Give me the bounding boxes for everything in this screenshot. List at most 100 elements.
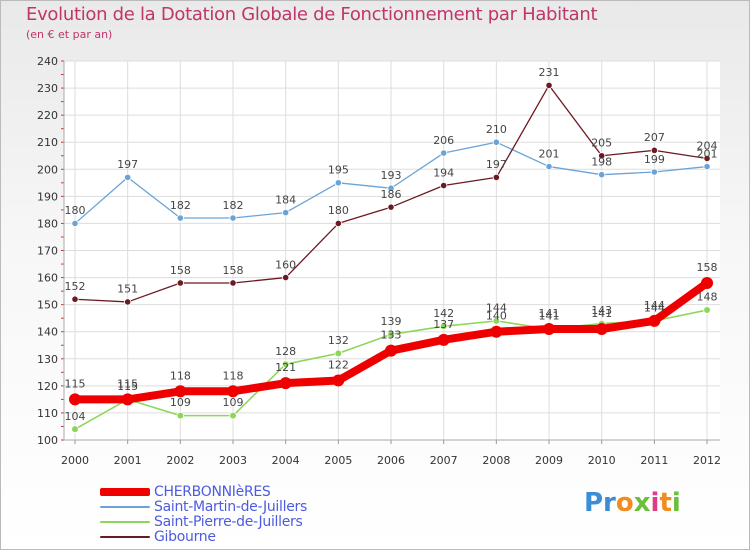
data-point-gibourne <box>71 295 79 303</box>
y-tick-label: 200 <box>37 163 58 176</box>
data-point-saint-martin-de-juillers <box>545 162 553 171</box>
data-label-saint-martin-de-juillers: 182 <box>223 199 244 212</box>
data-point-saint-pierre-de-juillers <box>176 411 185 420</box>
data-point-saint-martin-de-juillers <box>176 214 184 222</box>
x-tick-label: 2012 <box>693 454 721 467</box>
data-label-saint-martin-de-juillers: 197 <box>117 158 138 171</box>
data-point-saint-pierre-de-juillers <box>281 360 290 369</box>
data-label-gibourne: 186 <box>381 188 402 201</box>
data-label-saint-martin-de-juillers: 195 <box>328 164 349 177</box>
data-point-saint-martin-de-juillers <box>492 138 500 146</box>
data-point-cherbonni-res <box>227 385 240 398</box>
data-point-saint-martin-de-juillers <box>124 173 132 182</box>
x-tick-label: 2011 <box>640 454 668 467</box>
data-label-cherbonni-res: 137 <box>433 318 454 331</box>
x-tick-label: 2009 <box>535 454 563 467</box>
data-label-saint-martin-de-juillers: 199 <box>644 153 665 166</box>
x-tick-label: 2007 <box>430 454 458 467</box>
data-point-saint-martin-de-juillers <box>334 179 342 187</box>
data-label-saint-martin-de-juillers: 206 <box>433 134 454 147</box>
data-label-gibourne: 158 <box>223 264 244 277</box>
data-point-saint-martin-de-juillers <box>650 168 658 176</box>
data-point-gibourne <box>387 203 395 211</box>
data-point-saint-martin-de-juillers <box>598 171 606 179</box>
data-label-saint-pierre-de-juillers: 132 <box>328 334 349 347</box>
data-label-cherbonni-res: 118 <box>223 369 244 382</box>
data-label-gibourne: 158 <box>170 264 191 277</box>
x-tick-label: 2005 <box>324 454 352 467</box>
legend-item-saint-martin[interactable]: Saint-Martin-de-Juillers <box>100 498 307 515</box>
data-label-saint-pierre-de-juillers: 109 <box>170 396 191 409</box>
data-label-saint-martin-de-juillers: 180 <box>65 204 86 217</box>
data-label-gibourne: 151 <box>117 283 138 296</box>
data-label-cherbonni-res: 133 <box>381 329 402 342</box>
y-tick-label: 220 <box>37 109 58 122</box>
legend-label: Saint-Pierre-de-Juillers <box>154 513 303 530</box>
legend-item-saint-pierre[interactable]: Saint-Pierre-de-Juillers <box>100 513 307 530</box>
data-point-saint-pierre-de-juillers <box>387 330 395 339</box>
data-point-gibourne <box>598 152 606 160</box>
axis-layer: 100 110 120 130 140 150 160 170 180 190 200 210 220 2… <box>37 55 721 467</box>
data-point-saint-pierre-de-juillers <box>71 425 79 433</box>
data-point-saint-martin-de-juillers <box>229 214 237 222</box>
data-point-saint-martin-de-juillers <box>703 162 711 171</box>
y-tick-label: 140 <box>37 326 58 339</box>
legend-label: Saint-Martin-de-Juillers <box>154 498 307 515</box>
y-tick-label: 160 <box>37 272 58 285</box>
data-label-gibourne: 207 <box>644 131 665 144</box>
data-label-cherbonni-res: 144 <box>644 299 665 312</box>
data-label-cherbonni-res: 140 <box>486 310 507 323</box>
legend-label: Gibourne <box>154 528 216 545</box>
data-point-gibourne <box>334 219 342 228</box>
data-label-cherbonni-res: 141 <box>591 307 612 320</box>
data-label-saint-martin-de-juillers: 198 <box>591 156 612 169</box>
x-tick-label: 2001 <box>114 454 142 467</box>
data-point-saint-pierre-de-juillers <box>492 317 501 325</box>
y-tick-label: 170 <box>37 245 58 258</box>
data-point-gibourne <box>440 181 448 190</box>
legend-item-cherbonnieres[interactable]: CHERBONNIèRES <box>100 483 307 500</box>
data-point-cherbonni-res <box>701 276 714 289</box>
data-point-gibourne <box>650 146 658 154</box>
data-point-gibourne <box>492 173 500 182</box>
y-tick-label: 180 <box>37 217 58 230</box>
data-label-saint-pierre-de-juillers: 144 <box>486 301 507 314</box>
data-label-saint-martin-de-juillers: 210 <box>486 123 507 136</box>
legend-label: CHERBONNIèRES <box>154 483 271 500</box>
data-point-saint-pierre-de-juillers <box>229 411 237 420</box>
x-tick-label: 2002 <box>166 454 194 467</box>
data-point-gibourne <box>229 279 237 287</box>
y-tick-label: 190 <box>37 190 58 203</box>
data-point-cherbonni-res <box>437 333 450 346</box>
data-label-cherbonni-res: 115 <box>65 377 86 390</box>
data-label-saint-pierre-de-juillers: 109 <box>223 396 244 409</box>
legend-item-gibourne[interactable]: Gibourne <box>100 528 307 545</box>
data-label-saint-pierre-de-juillers: 115 <box>117 380 138 393</box>
data-label-gibourne: 152 <box>65 280 86 293</box>
data-point-saint-pierre-de-juillers <box>703 306 711 314</box>
y-tick-label: 100 <box>37 434 58 447</box>
data-label-saint-pierre-de-juillers: 104 <box>65 410 86 423</box>
data-point-saint-martin-de-juillers <box>71 219 79 228</box>
chart-subtitle: (en € et par an) <box>26 28 113 41</box>
x-tick-label: 2000 <box>61 454 89 467</box>
data-label-gibourne: 180 <box>328 204 349 217</box>
data-label-saint-martin-de-juillers: 201 <box>697 147 718 160</box>
data-label-saint-martin-de-juillers: 201 <box>539 147 560 160</box>
data-label-saint-pierre-de-juillers: 139 <box>381 315 402 328</box>
legend-swatch-saint-pierre <box>100 520 150 523</box>
data-label-saint-pierre-de-juillers: 143 <box>591 304 612 317</box>
data-label-saint-martin-de-juillers: 193 <box>381 169 402 182</box>
data-label-saint-pierre-de-juillers: 148 <box>697 291 718 304</box>
y-tick-label: 240 <box>37 55 58 68</box>
data-label-gibourne: 197 <box>486 158 507 171</box>
data-label-cherbonni-res: 121 <box>275 361 296 374</box>
legend-swatch-gibourne <box>100 535 150 538</box>
x-tick-label: 2008 <box>482 454 510 467</box>
proxiti-logo: Proxiti <box>584 488 681 518</box>
data-label-gibourne: 205 <box>591 137 612 150</box>
data-point-gibourne <box>176 279 184 287</box>
data-point-saint-martin-de-juillers <box>282 209 290 217</box>
y-tick-label: 150 <box>37 299 58 312</box>
